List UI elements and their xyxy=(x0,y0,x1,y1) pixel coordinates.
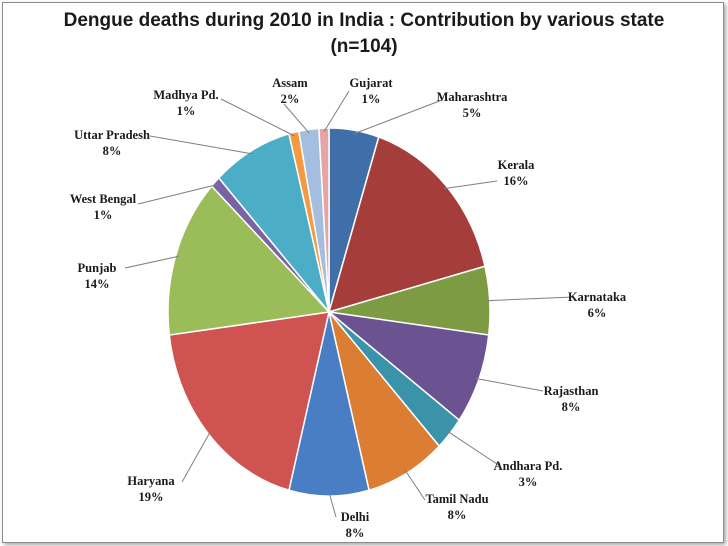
slice-label-andhara-pd: Andhara Pd. xyxy=(494,459,563,473)
slice-value-assam: 2% xyxy=(281,92,300,106)
pie-slice-kerala xyxy=(327,136,486,314)
leader-line-punjab xyxy=(124,255,180,269)
slice-label-assam: Assam xyxy=(272,76,308,90)
leader-line-gujarat xyxy=(323,90,350,133)
slice-value-haryana: 19% xyxy=(139,490,164,504)
slice-label-madhya-pd: Madhya Pd. xyxy=(153,88,218,102)
slice-value-andhara-pd: 3% xyxy=(519,475,538,489)
slice-label-delhi: Delhi xyxy=(341,510,370,524)
pie-slice-uttar-pradesh xyxy=(217,132,330,313)
pie-slice-delhi xyxy=(288,311,370,497)
pie-slices xyxy=(167,127,491,497)
slice-value-karnataka: 6% xyxy=(588,306,607,320)
leader-line-rajasthan xyxy=(475,377,544,392)
pie-slice-haryana xyxy=(168,311,330,492)
slice-value-kerala: 16% xyxy=(504,174,529,188)
leader-line-madhya-pd xyxy=(220,98,295,137)
slice-value-maharashtra: 5% xyxy=(463,106,482,120)
leader-line-karnataka xyxy=(486,296,574,302)
chart-title: Dengue deaths during 2010 in India : Con… xyxy=(63,10,665,31)
slice-label-haryana: Haryana xyxy=(127,474,175,488)
leader-line-west-bengal xyxy=(137,184,218,205)
slice-value-rajasthan: 8% xyxy=(562,400,581,414)
slice-value-west-bengal: 1% xyxy=(94,208,113,222)
slice-label-maharashtra: Maharashtra xyxy=(437,90,509,104)
chart-title-block: Dengue deaths during 2010 in India : Con… xyxy=(0,8,728,60)
slice-label-punjab: Punjab xyxy=(78,261,117,275)
leader-line-kerala xyxy=(443,180,498,190)
slice-label-gujarat: Gujarat xyxy=(349,76,393,90)
slice-label-rajasthan: Rajasthan xyxy=(544,384,599,398)
slice-label-tamil-nadu: Tamil Nadu xyxy=(425,492,488,506)
leader-line-assam xyxy=(283,103,310,134)
slice-value-uttar-pradesh: 8% xyxy=(103,144,122,158)
slice-label-uttar-pradesh: Uttar Pradesh xyxy=(74,128,150,142)
slice-value-madhya-pd: 1% xyxy=(177,104,196,118)
slice-label-west-bengal: West Bengal xyxy=(70,192,137,206)
pie-slice-rajasthan xyxy=(326,310,490,422)
chart-subtitle: (n=104) xyxy=(330,36,398,57)
slice-label-kerala: Kerala xyxy=(498,158,536,172)
leader-line-tamil-nadu xyxy=(404,469,426,501)
leader-line-haryana xyxy=(181,430,212,483)
leader-line-andhara-pd xyxy=(447,430,501,467)
leader-lines xyxy=(124,90,574,518)
leader-line-delhi xyxy=(328,492,337,518)
pie-slice-punjab xyxy=(167,184,331,336)
pie-slice-gujarat xyxy=(318,127,330,313)
slice-value-gujarat: 1% xyxy=(362,92,381,106)
slice-value-delhi: 8% xyxy=(346,526,365,540)
slice-value-tamil-nadu: 8% xyxy=(448,508,467,522)
leader-line-maharashtra xyxy=(353,99,443,135)
data-labels: Maharashtra 5% Kerala 16% Karnataka 6% Rajasth… xyxy=(70,76,627,540)
slice-value-punjab: 14% xyxy=(85,277,110,291)
slice-label-karnataka: Karnataka xyxy=(568,290,627,304)
leader-line-uttar-pradesh xyxy=(149,135,254,155)
